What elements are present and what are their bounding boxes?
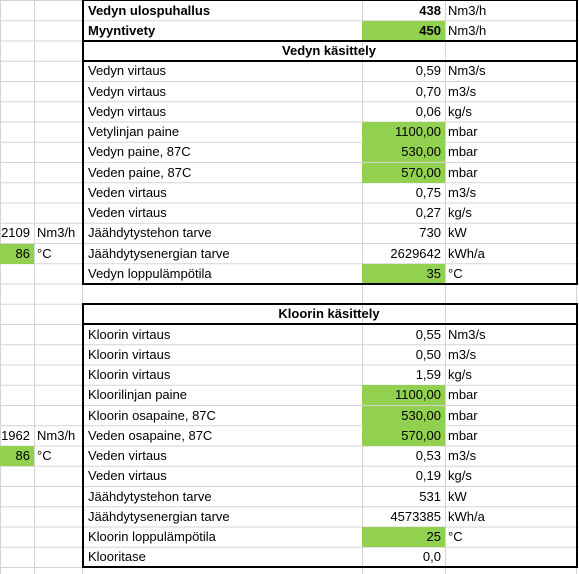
hydrogen-side-unit[interactable]: °C — [37, 245, 52, 261]
chlorine-row-value-cell[interactable]: 0,53 — [415, 448, 441, 463]
column-divider — [362, 0, 363, 574]
chlorine-row-unit-cell[interactable]: mbar — [448, 427, 478, 443]
top-unit-cell[interactable]: Nm3/h — [448, 22, 487, 38]
chlorine-row-label-cell[interactable]: Veden virtaus — [88, 448, 167, 463]
chlorine-row-value-cell[interactable]: 1,59 — [415, 367, 441, 382]
chlorine-row-value-cell[interactable]: 0,19 — [415, 468, 441, 484]
chlorine-row-value-cell[interactable]: 25 — [362, 527, 445, 547]
chlorine-row-label-cell[interactable]: Jäähdytysenergian tarve — [88, 508, 230, 524]
hydrogen-row-unit-cell[interactable]: m3/s — [448, 83, 477, 99]
column-divider — [82, 0, 83, 574]
section-divider — [82, 39, 578, 42]
chlorine-row-unit-cell[interactable]: °C — [448, 529, 463, 544]
chlorine-row-unit-cell[interactable]: kWh/a — [448, 508, 485, 524]
chlorine-row-label-cell[interactable]: Kloorilinjan paine — [88, 387, 188, 403]
hydrogen-row-label-cell[interactable]: Jäähdytystehon tarve — [88, 225, 212, 241]
chlorine-row-unit-cell[interactable]: m3/s — [448, 448, 477, 463]
hydrogen-row-unit-cell[interactable]: °C — [448, 265, 463, 281]
hydrogen-row-value-cell[interactable]: 35 — [362, 263, 445, 284]
chlorine-row-label-cell[interactable]: Jäähdytystehon tarve — [88, 488, 212, 504]
chlorine-side-value[interactable]: 1962 — [1, 427, 30, 443]
hydrogen-row-label-cell[interactable]: Vedyn virtaus — [88, 103, 167, 119]
chlorine-row-value-cell[interactable]: 0,0 — [422, 549, 441, 565]
section-divider — [82, 323, 578, 325]
hydrogen-row-value-cell[interactable]: 0,27 — [415, 205, 441, 220]
chlorine-row-unit-cell[interactable]: kg/s — [448, 468, 472, 484]
chlorine-row-label-cell[interactable]: Kloorin osapaine, 87C — [88, 407, 216, 423]
chlorine-side-value[interactable]: 86 — [0, 446, 34, 466]
hydrogen-row-label-cell[interactable]: Veden virtaus — [88, 205, 167, 220]
hydrogen-row-unit-cell[interactable]: mbar — [448, 164, 478, 180]
top-value-cell[interactable]: 438 — [419, 2, 441, 18]
hydrogen-row-unit-cell[interactable]: kWh/a — [448, 245, 485, 261]
hydrogen-row-unit-cell[interactable]: m3/s — [448, 184, 477, 200]
hydrogen-row-label-cell[interactable]: Veden virtaus — [88, 184, 167, 200]
hydrogen-row-label-cell[interactable]: Jäähdytysenergian tarve — [88, 245, 230, 261]
chlorine-row-unit-cell[interactable]: m3/s — [448, 346, 477, 362]
hydrogen-row-value-cell[interactable]: 530,00 — [362, 142, 445, 163]
hydrogen-row-label-cell[interactable]: Vedyn paine, 87C — [88, 144, 191, 160]
hydrogen-row-label-cell[interactable]: Veden paine, 87C — [88, 164, 192, 180]
hydrogen-row-unit-cell[interactable]: Nm3/s — [448, 63, 486, 79]
hydrogen-section-title[interactable]: Vedyn käsittely — [282, 43, 376, 58]
chlorine-row-label-cell[interactable]: Kloorin virtaus — [88, 346, 171, 362]
top-label-cell[interactable]: Myyntivety — [88, 22, 156, 38]
hydrogen-row-unit-cell[interactable]: kg/s — [448, 103, 472, 119]
chlorine-side-unit[interactable]: Nm3/h — [37, 427, 76, 443]
top-label-cell[interactable]: Vedyn ulospuhallus — [88, 2, 211, 18]
chlorine-row-label-cell[interactable]: Veden osapaine, 87C — [88, 427, 213, 443]
top-value-cell[interactable]: 450 — [362, 20, 445, 41]
chlorine-row-label-cell[interactable]: Veden virtaus — [88, 468, 167, 484]
column-divider — [445, 0, 446, 574]
chlorine-row-unit-cell[interactable]: mbar — [448, 387, 478, 403]
chlorine-row-value-cell[interactable]: 0,50 — [415, 346, 441, 362]
hydrogen-row-label-cell[interactable]: Vetylinjan paine — [88, 124, 180, 139]
hydrogen-row-value-cell[interactable]: 0,75 — [415, 184, 441, 200]
chlorine-row-label-cell[interactable]: Klooritase — [88, 549, 146, 565]
hydrogen-side-value[interactable]: 2109 — [1, 225, 30, 241]
chlorine-row-value-cell[interactable]: 570,00 — [362, 425, 445, 446]
chlorine-row-label-cell[interactable]: Kloorin loppulämpötila — [88, 529, 216, 544]
hydrogen-row-value-cell[interactable]: 0,59 — [415, 63, 441, 79]
chlorine-row-value-cell[interactable]: 531 — [419, 488, 441, 504]
chlorine-row-value-cell[interactable]: 4573385 — [390, 508, 441, 524]
chlorine-row-unit-cell[interactable]: kg/s — [448, 367, 472, 382]
chlorine-row-label-cell[interactable]: Kloorin virtaus — [88, 326, 171, 342]
hydrogen-row-unit-cell[interactable]: mbar — [448, 124, 478, 139]
top-unit-cell[interactable]: Nm3/h — [448, 2, 487, 18]
chlorine-row-unit-cell[interactable]: kW — [448, 488, 467, 504]
chlorine-row-value-cell[interactable]: 1100,00 — [362, 385, 445, 406]
hydrogen-row-value-cell[interactable]: 2629642 — [390, 245, 441, 261]
hydrogen-row-label-cell[interactable]: Vedyn virtaus — [88, 83, 167, 99]
chlorine-section-title[interactable]: Kloorin käsittely — [278, 306, 380, 322]
hydrogen-row-unit-cell[interactable]: kg/s — [448, 205, 472, 220]
section-divider — [82, 59, 578, 62]
hydrogen-row-unit-cell[interactable]: mbar — [448, 144, 478, 160]
hydrogen-row-value-cell[interactable]: 0,70 — [415, 83, 441, 99]
hydrogen-side-unit[interactable]: Nm3/h — [37, 225, 76, 241]
hydrogen-row-value-cell[interactable]: 570,00 — [362, 162, 445, 183]
hydrogen-row-unit-cell[interactable]: kW — [448, 225, 467, 241]
chlorine-row-unit-cell[interactable] — [445, 547, 576, 567]
chlorine-row-unit-cell[interactable]: Nm3/s — [448, 326, 486, 342]
chlorine-side-unit[interactable]: °C — [37, 448, 52, 463]
hydrogen-side-value[interactable]: 86 — [0, 243, 34, 264]
chlorine-row-value-cell[interactable]: 0,55 — [415, 326, 441, 342]
column-divider — [576, 0, 577, 574]
chlorine-row-label-cell[interactable]: Kloorin virtaus — [88, 367, 171, 382]
hydrogen-row-value-cell[interactable]: 1100,00 — [362, 122, 445, 142]
hydrogen-row-label-cell[interactable]: Vedyn loppulämpötila — [88, 265, 212, 281]
hydrogen-row-value-cell[interactable]: 0,06 — [415, 103, 441, 119]
column-divider — [34, 0, 35, 574]
chlorine-row-unit-cell[interactable]: mbar — [448, 407, 478, 423]
chlorine-row-value-cell[interactable]: 530,00 — [362, 405, 445, 426]
hydrogen-row-value-cell[interactable]: 730 — [419, 225, 441, 241]
hydrogen-row-label-cell[interactable]: Vedyn virtaus — [88, 63, 167, 79]
